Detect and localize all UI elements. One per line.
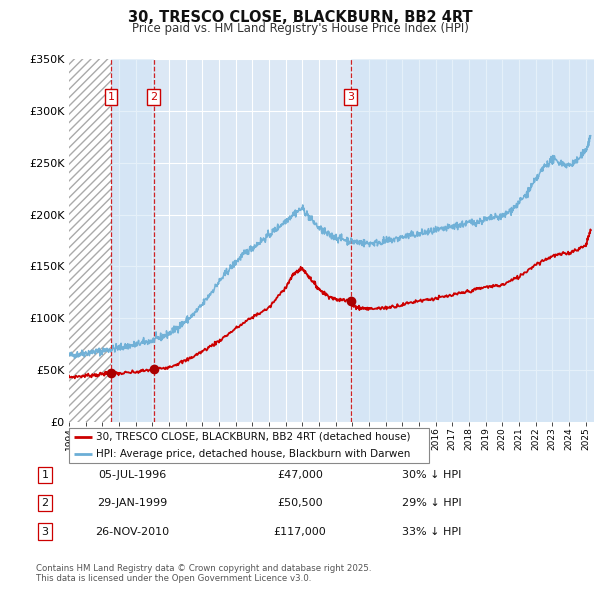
FancyBboxPatch shape (69, 428, 429, 463)
Text: 30% ↓ HPI: 30% ↓ HPI (403, 470, 461, 480)
Bar (69, 59, 111, 422)
Text: 1: 1 (107, 92, 115, 102)
Text: 1: 1 (41, 470, 49, 480)
Text: 05-JUL-1996: 05-JUL-1996 (98, 470, 166, 480)
Text: 30, TRESCO CLOSE, BLACKBURN, BB2 4RT: 30, TRESCO CLOSE, BLACKBURN, BB2 4RT (128, 10, 472, 25)
Text: 3: 3 (347, 92, 354, 102)
Text: Contains HM Land Registry data © Crown copyright and database right 2025.
This d: Contains HM Land Registry data © Crown c… (36, 563, 371, 583)
Text: £47,000: £47,000 (277, 470, 323, 480)
Text: 2: 2 (150, 92, 157, 102)
Text: 29-JAN-1999: 29-JAN-1999 (97, 499, 167, 508)
Bar (69, 59, 111, 422)
Text: HPI: Average price, detached house, Blackburn with Darwen: HPI: Average price, detached house, Blac… (96, 450, 410, 459)
Bar (350, 59, 594, 422)
Text: Price paid vs. HM Land Registry's House Price Index (HPI): Price paid vs. HM Land Registry's House … (131, 22, 469, 35)
Text: £117,000: £117,000 (274, 527, 326, 536)
Text: £50,500: £50,500 (277, 499, 323, 508)
Text: 2: 2 (41, 499, 49, 508)
Text: 3: 3 (41, 527, 49, 536)
Text: 30, TRESCO CLOSE, BLACKBURN, BB2 4RT (detached house): 30, TRESCO CLOSE, BLACKBURN, BB2 4RT (de… (96, 432, 410, 441)
Text: 26-NOV-2010: 26-NOV-2010 (95, 527, 169, 536)
Bar (111, 59, 154, 422)
Text: 29% ↓ HPI: 29% ↓ HPI (402, 499, 462, 508)
Text: 33% ↓ HPI: 33% ↓ HPI (403, 527, 461, 536)
